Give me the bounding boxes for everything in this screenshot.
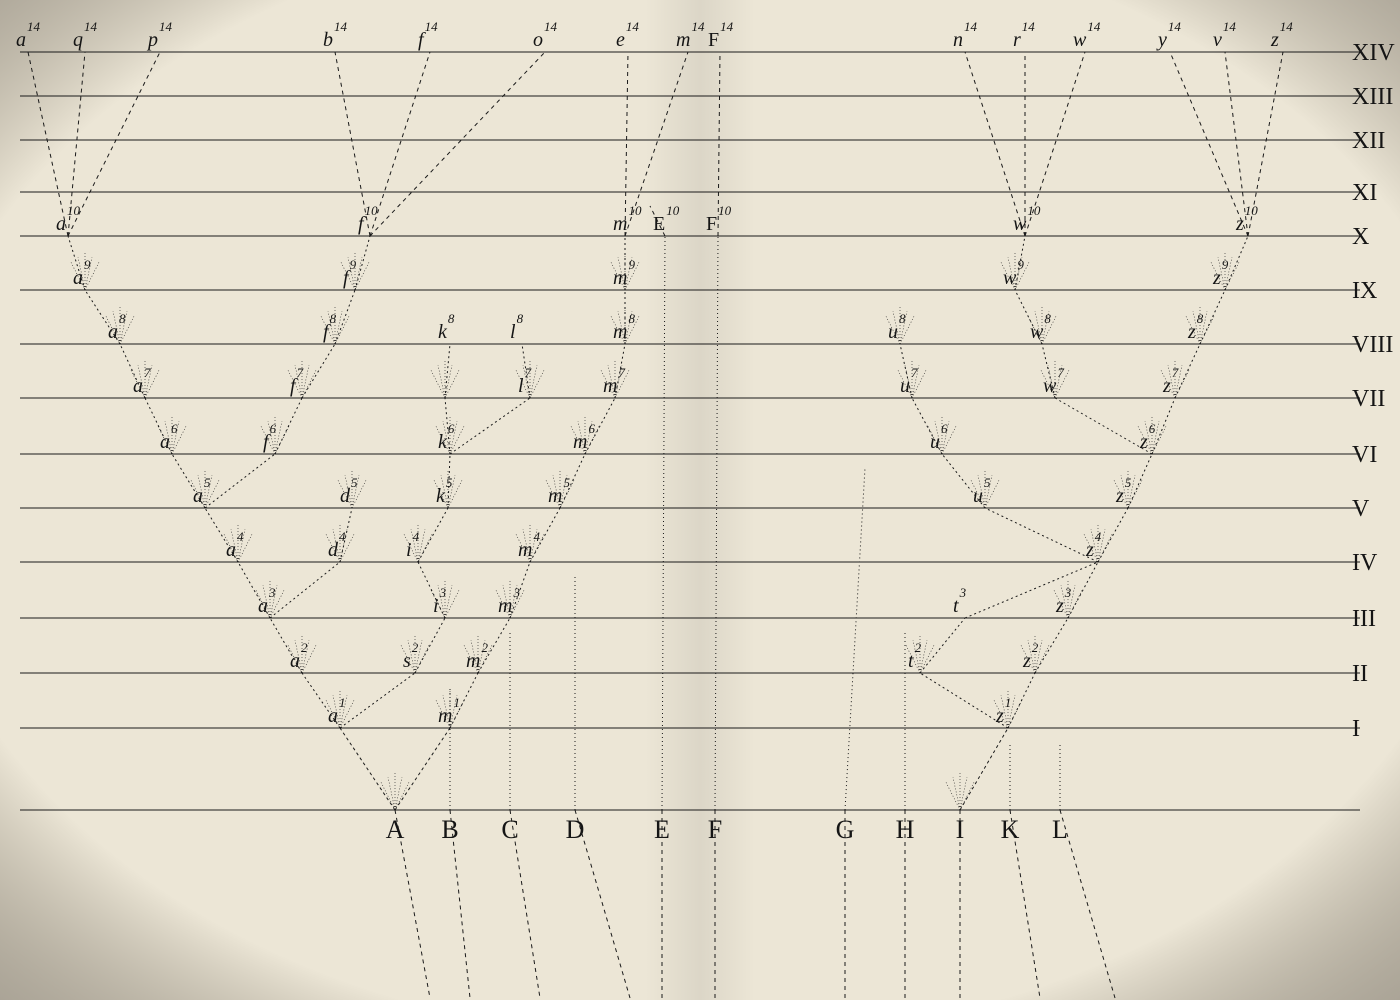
root-species-A: A [386, 815, 405, 844]
root-species-D: D [566, 815, 585, 844]
stratum-label-XIII: XIII [1352, 84, 1393, 110]
root-species-L: L [1052, 815, 1068, 844]
stratum-label-III: III [1352, 606, 1376, 632]
root-species-C: C [501, 815, 518, 844]
stratum-label-VI: VI [1352, 442, 1377, 468]
stratum-label-X: X [1352, 224, 1369, 250]
root-species-B: B [441, 815, 458, 844]
stratum-label-XII: XII [1352, 128, 1385, 154]
stratum-label-VIII: VIII [1352, 332, 1393, 358]
stratum-label-XIV: XIV [1352, 40, 1395, 66]
stratum-label-XI: XI [1352, 180, 1377, 206]
stratum-label-V: V [1352, 496, 1370, 522]
stratum-label-VII: VII [1352, 386, 1385, 412]
stratum-label-IV: IV [1352, 550, 1378, 576]
stratum-label-II: II [1352, 661, 1368, 687]
stratum-label-I: I [1352, 716, 1360, 742]
root-species-K: K [1001, 815, 1020, 844]
stratum-label-IX: IX [1352, 278, 1377, 304]
